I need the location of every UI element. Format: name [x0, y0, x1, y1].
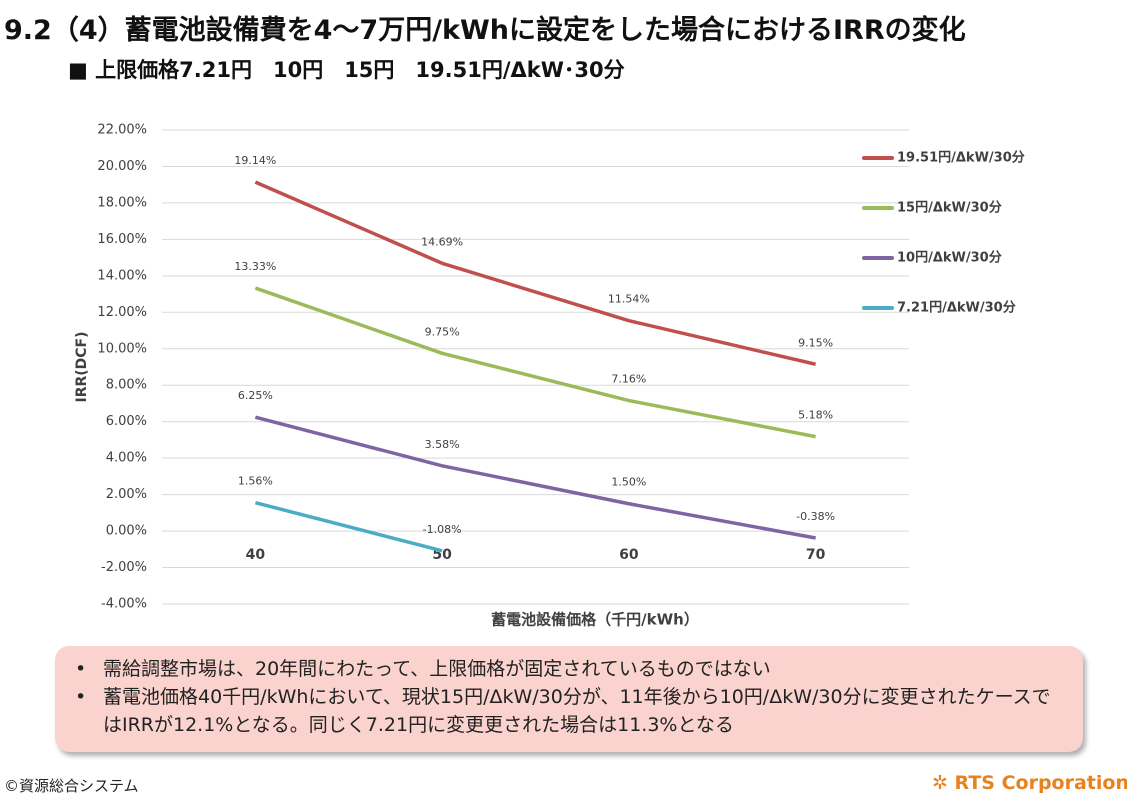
- data-label: 11.54%: [608, 293, 650, 306]
- data-label: 1.50%: [611, 476, 646, 489]
- chart: 蓄電池設備価格（千円/kWh） IRR(DCF) -4.00% -2.00% 0.0…: [74, 123, 1025, 629]
- y-tick-label: 22.00%: [97, 123, 147, 138]
- logo: ✲ RTS Corporation: [932, 772, 1127, 794]
- page-title: 9.2（4）蓄電池設備費を4～7万円/kWhに設定をした場合におけるIRRの変化: [4, 15, 966, 46]
- y-tick-label: 12.00%: [97, 305, 147, 320]
- legend-label: 10円/ΔkW/30分: [897, 250, 1002, 266]
- series-line: [254, 415, 816, 540]
- x-axis-label: 蓄電池設備価格（千円/kWh）: [491, 611, 699, 629]
- series-line: [254, 180, 817, 366]
- data-label: 3.58%: [425, 438, 460, 451]
- data-label: -1.08%: [423, 523, 462, 536]
- data-label: 13.33%: [234, 260, 276, 273]
- y-tick-label: 0.00%: [106, 524, 147, 539]
- x-tick-label: 60: [619, 547, 639, 563]
- data-label: 19.14%: [234, 154, 276, 167]
- y-tick-label: 18.00%: [97, 195, 147, 210]
- data-label: 5.18%: [798, 409, 833, 422]
- data-label: 14.69%: [421, 235, 463, 248]
- y-tick-label: 4.00%: [106, 451, 147, 466]
- note: 蓄電池価格40千円/kWhにおいて、現状15円/ΔkW/30分が、11年後から1…: [75, 683, 1063, 739]
- notes-box: 需給調整市場は、20年間にわたって、上限価格が固定されているものではない 蓄電池…: [55, 646, 1083, 752]
- y-tick-label: 10.00%: [97, 341, 147, 356]
- y-tick-label: -4.00%: [101, 597, 147, 612]
- y-tick-label: 16.00%: [97, 232, 147, 247]
- y-tick-label: 20.00%: [97, 159, 147, 174]
- series-line: [254, 286, 816, 439]
- y-tick-label: -2.00%: [101, 560, 147, 575]
- data-label: 9.75%: [425, 325, 460, 338]
- x-tick-label: 70: [806, 547, 826, 563]
- y-axis-label: IRR(DCF): [74, 331, 90, 402]
- legend-label: 19.51円/ΔkW/30分: [897, 150, 1025, 166]
- logo-text: RTS Corporation: [954, 772, 1127, 794]
- series-line: [254, 500, 443, 553]
- note: 需給調整市場は、20年間にわたって、上限価格が固定されているものではない: [75, 655, 1063, 683]
- data-label: 1.56%: [238, 475, 273, 488]
- y-tick-label: 8.00%: [106, 378, 147, 393]
- page-subtitle: ■ 上限価格7.21円 10円 15円 19.51円/ΔkW･30分: [68, 58, 625, 82]
- legend-label: 7.21円/ΔkW/30分: [897, 300, 1016, 316]
- x-tick-label: 40: [246, 547, 266, 563]
- data-label: -0.38%: [796, 510, 835, 523]
- y-tick-label: 2.00%: [106, 487, 147, 502]
- y-tick-label: 14.00%: [97, 268, 147, 283]
- data-label: 7.16%: [611, 373, 646, 386]
- copyright: ©資源総合システム: [4, 777, 139, 795]
- legend-label: 15円/ΔkW/30分: [897, 200, 1002, 216]
- data-label: 9.15%: [798, 336, 833, 349]
- data-label: 6.25%: [238, 389, 273, 402]
- y-tick-label: 6.00%: [106, 414, 147, 429]
